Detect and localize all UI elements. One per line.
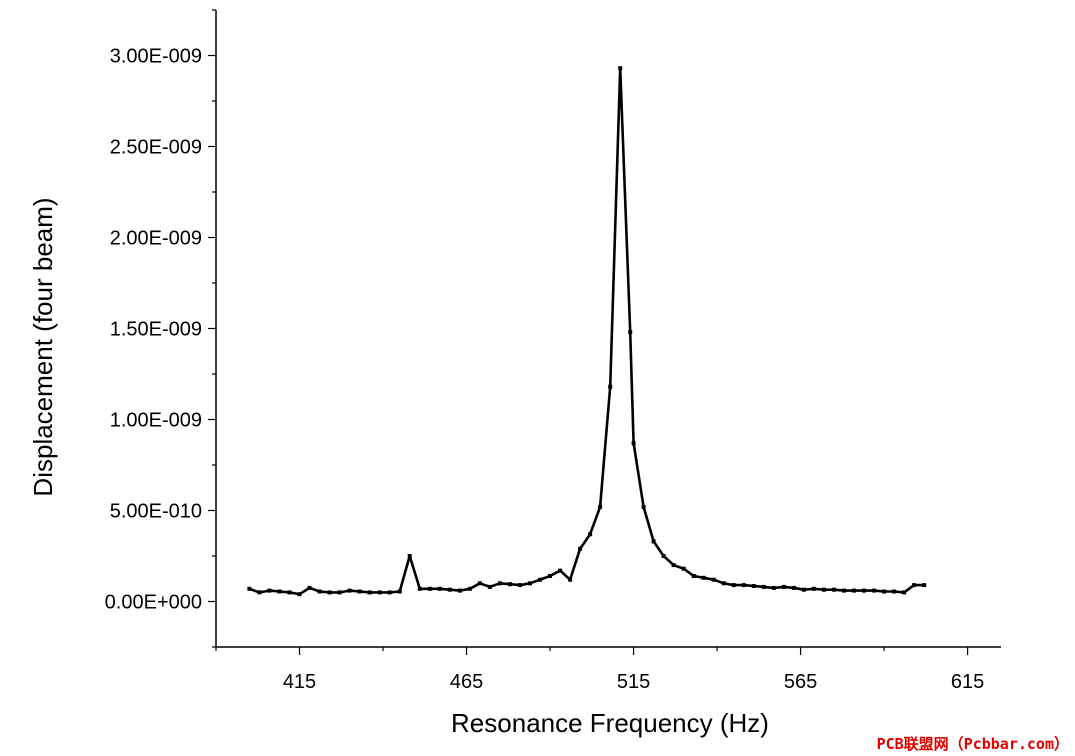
x-tick-label: 415 — [283, 671, 316, 693]
data-point — [568, 577, 573, 582]
data-point — [781, 584, 786, 589]
y-tick-label: 0.00E+000 — [105, 592, 202, 614]
axes — [215, 10, 1001, 648]
data-point — [467, 586, 472, 591]
data-point — [801, 587, 806, 592]
data-point — [558, 568, 563, 573]
data-point — [598, 504, 603, 509]
data-point — [347, 588, 352, 593]
data-point — [477, 581, 482, 586]
data-point — [852, 588, 856, 593]
data-point — [447, 587, 452, 592]
data-point — [641, 504, 646, 509]
data-point — [741, 583, 746, 588]
y-tick-label: 1.50E-009 — [110, 319, 202, 341]
data-point — [457, 588, 462, 593]
data-point — [882, 589, 887, 594]
data-point — [377, 590, 382, 595]
data-point — [257, 590, 262, 595]
data-point — [548, 574, 552, 578]
data-point — [721, 581, 726, 586]
data-point — [691, 574, 696, 578]
data-point — [437, 586, 442, 591]
data-point — [387, 590, 392, 595]
data-point — [701, 575, 706, 580]
data-point — [681, 566, 686, 571]
data-point — [711, 577, 716, 582]
y-axis-title: Displacement (four beam) — [28, 197, 58, 496]
x-axis-title: Resonance Frequency (Hz) — [451, 708, 769, 738]
data-point — [518, 583, 522, 588]
data-point — [327, 590, 332, 595]
tick-labels: 0.00E+000 5.00E-010 1.00E-009 1.50E-009 2.00… — [105, 46, 985, 694]
data-point — [397, 589, 402, 594]
series-group — [247, 66, 927, 597]
data-point — [832, 587, 836, 592]
data-point — [811, 586, 816, 591]
y-tick-label: 2.50E-009 — [110, 137, 202, 159]
data-point — [538, 577, 542, 582]
data-point — [761, 584, 766, 589]
data-point — [731, 583, 736, 588]
data-point — [528, 581, 532, 586]
data-point — [357, 589, 362, 594]
data-point — [902, 590, 907, 595]
watermark: PCB联盟网（Pcbbar.com） — [876, 735, 1069, 753]
data-point — [872, 588, 877, 593]
data-point — [671, 563, 676, 568]
data-point — [337, 590, 342, 595]
data-point — [407, 554, 412, 558]
data-point — [588, 532, 593, 537]
data-point — [307, 585, 312, 590]
y-tick-label: 5.00E-010 — [110, 501, 202, 523]
data-point — [427, 586, 432, 591]
data-point — [417, 586, 422, 591]
data-point — [892, 589, 897, 594]
data-point — [487, 584, 492, 589]
y-tick-label: 2.00E-009 — [110, 228, 202, 250]
x-tick-label: 515 — [617, 671, 650, 693]
data-point — [508, 582, 512, 587]
data-point — [862, 588, 866, 593]
data-point — [791, 585, 796, 590]
y-tick-label: 1.00E-009 — [110, 410, 202, 432]
y-tick-label: 3.00E-009 — [110, 46, 202, 68]
data-line — [248, 66, 925, 596]
data-point — [751, 584, 756, 588]
data-point — [277, 589, 282, 594]
ticks — [208, 9, 969, 655]
data-point — [651, 539, 656, 544]
data-point — [497, 581, 502, 586]
data-point — [287, 590, 292, 595]
data-point — [661, 554, 666, 558]
data-point — [771, 585, 776, 590]
data-point — [922, 583, 927, 588]
data-point — [247, 586, 252, 591]
x-tick-label: 565 — [784, 671, 817, 693]
data-point — [628, 330, 633, 335]
x-tick-label: 465 — [450, 671, 483, 693]
data-point — [631, 441, 636, 446]
data-point — [618, 66, 623, 71]
data-point — [267, 588, 272, 593]
data-point — [822, 587, 826, 592]
data-point — [317, 589, 322, 594]
data-point — [297, 592, 302, 597]
data-point — [608, 384, 613, 389]
data-point — [842, 588, 846, 593]
data-point — [912, 583, 917, 588]
data-point — [578, 546, 583, 551]
data-point — [367, 590, 372, 595]
x-tick-label: 615 — [951, 671, 984, 693]
